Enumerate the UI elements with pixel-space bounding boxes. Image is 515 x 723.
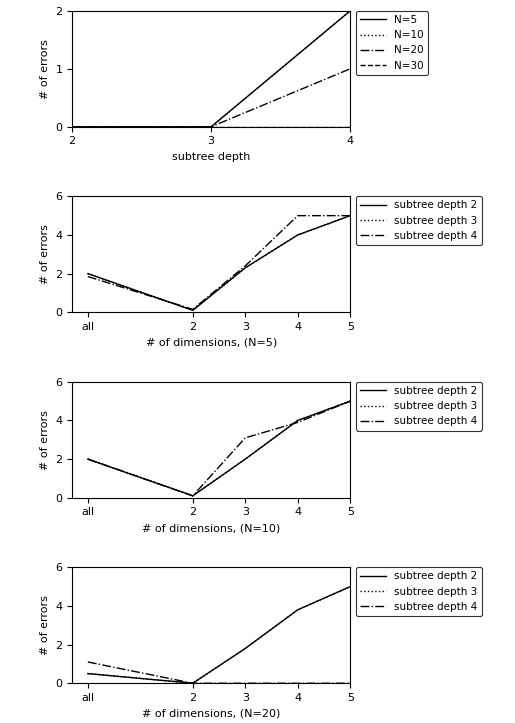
Y-axis label: # of errors: # of errors: [40, 224, 49, 284]
subtree depth 3: [347, 582, 353, 591]
Legend: subtree depth 2, subtree depth 3, subtree depth 4: subtree depth 2, subtree depth 3, subtre…: [356, 568, 482, 616]
subtree depth 2: [347, 582, 353, 591]
subtree depth 2: [85, 455, 91, 463]
subtree depth 3: [85, 669, 91, 678]
X-axis label: # of dimensions, (N=5): # of dimensions, (N=5): [146, 338, 277, 348]
subtree depth 3: [242, 644, 248, 653]
Line: subtree depth 4: subtree depth 4: [88, 401, 350, 496]
Line: subtree depth 3: subtree depth 3: [88, 401, 350, 496]
subtree depth 2: [190, 679, 196, 688]
subtree depth 3: [295, 231, 301, 239]
Line: subtree depth 3: subtree depth 3: [88, 215, 350, 310]
subtree depth 4: [295, 418, 301, 427]
subtree depth 2: [347, 397, 353, 406]
N=30: [69, 122, 75, 131]
N=5: [208, 122, 214, 131]
subtree depth 2: [242, 263, 248, 272]
N=5: [347, 7, 353, 15]
Line: subtree depth 2: subtree depth 2: [88, 586, 350, 683]
subtree depth 4: [347, 211, 353, 220]
subtree depth 3: [190, 679, 196, 688]
Line: N=5: N=5: [72, 11, 350, 127]
subtree depth 4: [85, 272, 91, 281]
subtree depth 2: [242, 644, 248, 653]
Line: subtree depth 2: subtree depth 2: [88, 401, 350, 496]
X-axis label: subtree depth: subtree depth: [172, 152, 250, 162]
subtree depth 2: [85, 269, 91, 278]
subtree depth 4: [242, 679, 248, 688]
subtree depth 2: [295, 231, 301, 239]
N=20: [347, 64, 353, 73]
X-axis label: # of dimensions, (N=20): # of dimensions, (N=20): [142, 709, 280, 719]
subtree depth 3: [295, 605, 301, 614]
subtree depth 3: [190, 492, 196, 500]
subtree depth 2: [295, 605, 301, 614]
Line: subtree depth 4: subtree depth 4: [88, 662, 350, 683]
subtree depth 3: [347, 211, 353, 220]
subtree depth 4: [295, 211, 301, 220]
N=30: [208, 122, 214, 131]
subtree depth 2: [190, 492, 196, 500]
Y-axis label: # of errors: # of errors: [40, 595, 49, 655]
subtree depth 4: [190, 305, 196, 314]
subtree depth 3: [242, 263, 248, 272]
Y-axis label: # of errors: # of errors: [40, 410, 49, 470]
subtree depth 4: [190, 679, 196, 688]
Line: subtree depth 4: subtree depth 4: [88, 215, 350, 309]
subtree depth 2: [242, 455, 248, 463]
N=10: [347, 7, 353, 15]
subtree depth 3: [85, 269, 91, 278]
subtree depth 2: [347, 211, 353, 220]
Y-axis label: # of errors: # of errors: [40, 39, 49, 99]
subtree depth 4: [85, 658, 91, 667]
subtree depth 4: [295, 679, 301, 688]
subtree depth 4: [242, 262, 248, 270]
subtree depth 3: [347, 397, 353, 406]
Line: subtree depth 2: subtree depth 2: [88, 215, 350, 310]
Legend: N=5, N=10, N=20, N=30: N=5, N=10, N=20, N=30: [356, 11, 428, 74]
Legend: subtree depth 2, subtree depth 3, subtree depth 4: subtree depth 2, subtree depth 3, subtre…: [356, 197, 482, 245]
N=20: [69, 122, 75, 131]
Line: N=20: N=20: [72, 69, 350, 127]
subtree depth 4: [85, 455, 91, 463]
subtree depth 4: [347, 397, 353, 406]
Line: N=10: N=10: [72, 11, 350, 127]
Line: subtree depth 3: subtree depth 3: [88, 586, 350, 683]
N=20: [208, 122, 214, 131]
Legend: subtree depth 2, subtree depth 3, subtree depth 4: subtree depth 2, subtree depth 3, subtre…: [356, 382, 482, 431]
subtree depth 3: [85, 455, 91, 463]
N=5: [69, 122, 75, 131]
subtree depth 4: [347, 679, 353, 688]
N=30: [347, 122, 353, 131]
subtree depth 4: [190, 492, 196, 500]
subtree depth 3: [295, 416, 301, 425]
subtree depth 3: [242, 455, 248, 463]
subtree depth 2: [85, 669, 91, 678]
subtree depth 2: [190, 306, 196, 315]
N=10: [69, 122, 75, 131]
N=10: [208, 122, 214, 131]
X-axis label: # of dimensions, (N=10): # of dimensions, (N=10): [142, 523, 280, 533]
subtree depth 3: [190, 306, 196, 315]
subtree depth 4: [242, 434, 248, 442]
subtree depth 2: [295, 416, 301, 425]
